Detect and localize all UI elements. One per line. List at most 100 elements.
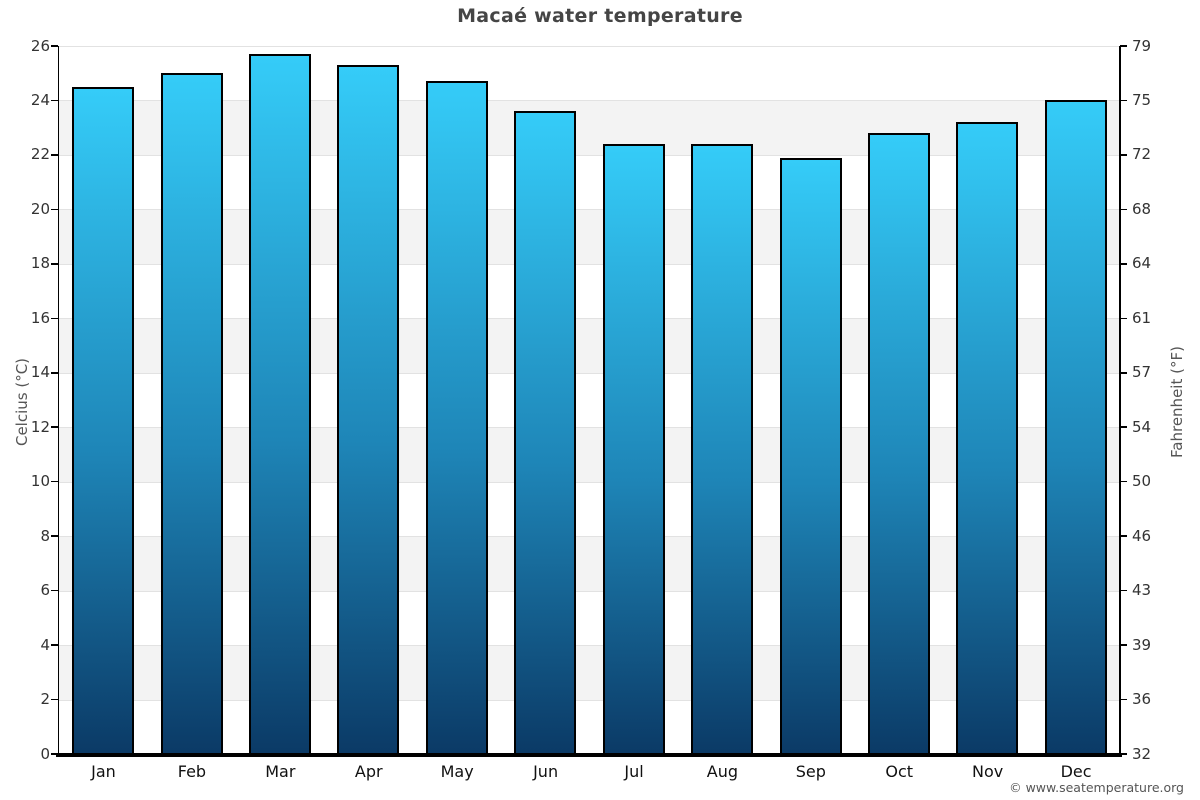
bar-apr[interactable] <box>337 65 400 754</box>
fahrenheit-tick-mark <box>1120 644 1127 646</box>
fahrenheit-tick-mark <box>1120 753 1127 755</box>
fahrenheit-tick-mark <box>1120 317 1127 320</box>
fahrenheit-tick-mark <box>1120 154 1127 156</box>
fahrenheit-tick-mark <box>1120 45 1127 47</box>
gridline <box>59 263 1120 265</box>
bar-sep[interactable] <box>779 157 842 754</box>
background-band <box>59 318 1120 373</box>
celsius-tick-label: 24 <box>30 90 50 109</box>
bar-nov[interactable] <box>956 122 1019 754</box>
bar-jun[interactable] <box>514 111 577 754</box>
celsius-tick-label: 0 <box>40 744 50 763</box>
left-axis-title: Celcius (°C) <box>13 357 31 447</box>
background-band <box>59 372 1120 428</box>
fahrenheit-tick-label: 43 <box>1132 581 1152 600</box>
copyright-text: © www.seatemperature.org <box>1009 780 1184 795</box>
fahrenheit-tick-label: 39 <box>1132 635 1152 654</box>
fahrenheit-tick-label: 50 <box>1132 472 1152 491</box>
fahrenheit-tick-mark <box>1120 208 1127 211</box>
background-band <box>59 46 1120 101</box>
x-label-mar: Mar <box>265 762 296 781</box>
x-label-dec: Dec <box>1060 762 1092 781</box>
x-label-oct: Oct <box>885 762 914 781</box>
celsius-tick-label: 22 <box>30 145 50 164</box>
celsius-tick-label: 6 <box>40 581 50 600</box>
celsius-tick-mark <box>51 99 58 102</box>
fahrenheit-tick-label: 75 <box>1132 90 1152 109</box>
fahrenheit-tick-label: 68 <box>1132 199 1152 218</box>
gridline <box>59 372 1120 374</box>
celsius-tick-label: 20 <box>30 199 50 218</box>
celsius-tick-mark <box>51 372 58 374</box>
bar-oct[interactable] <box>867 133 930 754</box>
fahrenheit-tick-mark <box>1120 535 1127 537</box>
celsius-tick-label: 14 <box>30 363 50 382</box>
bar-aug[interactable] <box>691 144 754 754</box>
bar-dec[interactable] <box>1044 100 1107 754</box>
celsius-tick-label: 26 <box>30 36 50 55</box>
celsius-tick-mark <box>51 317 58 320</box>
right-axis-title: Fahrenheit (°F) <box>1168 346 1186 458</box>
celsius-tick-label: 8 <box>40 526 50 545</box>
fahrenheit-tick-mark <box>1120 589 1127 592</box>
fahrenheit-tick-label: 79 <box>1132 36 1152 55</box>
background-band <box>59 100 1120 155</box>
bar-mar[interactable] <box>249 54 312 754</box>
fahrenheit-tick-mark <box>1120 480 1127 483</box>
fahrenheit-tick-mark <box>1120 372 1127 374</box>
celsius-tick-label: 4 <box>40 635 50 654</box>
fahrenheit-tick-label: 54 <box>1132 417 1152 436</box>
gridline <box>59 154 1120 156</box>
fahrenheit-tick-label: 46 <box>1132 526 1152 545</box>
gridline <box>59 100 1120 102</box>
bar-feb[interactable] <box>160 73 223 754</box>
celsius-tick-mark <box>51 45 58 47</box>
background-band <box>59 263 1120 319</box>
celsius-tick-mark <box>51 753 58 755</box>
fahrenheit-tick-label: 64 <box>1132 254 1152 273</box>
gridline <box>59 481 1120 483</box>
x-label-may: May <box>440 762 474 781</box>
celsius-tick-label: 10 <box>30 472 50 491</box>
gridline <box>59 427 1120 429</box>
background-band <box>59 699 1120 754</box>
celsius-tick-mark <box>51 698 58 701</box>
chart-title: Macaé water temperature <box>457 5 743 27</box>
gridline <box>59 318 1120 320</box>
x-label-sep: Sep <box>795 762 826 781</box>
bar-jan[interactable] <box>72 86 135 754</box>
celsius-tick-mark <box>51 535 58 537</box>
celsius-tick-label: 2 <box>40 690 50 709</box>
fahrenheit-tick-mark <box>1120 698 1127 701</box>
celsius-tick-mark <box>51 154 58 156</box>
fahrenheit-tick-label: 36 <box>1132 690 1152 709</box>
fahrenheit-tick-label: 32 <box>1132 744 1152 763</box>
celsius-tick-mark <box>51 426 58 428</box>
background-band <box>59 154 1120 210</box>
celsius-tick-mark <box>51 208 58 211</box>
plot-area <box>59 46 1120 754</box>
gridline <box>59 699 1120 701</box>
background-band <box>59 209 1120 264</box>
background-band <box>59 645 1120 700</box>
fahrenheit-tick-mark <box>1120 99 1127 102</box>
bar-may[interactable] <box>425 81 488 754</box>
celsius-tick-mark <box>51 480 58 483</box>
background-band <box>59 481 1120 537</box>
x-label-feb: Feb <box>177 762 207 781</box>
gridline <box>59 645 1120 647</box>
fahrenheit-tick-label: 72 <box>1132 145 1152 164</box>
x-label-jan: Jan <box>91 762 116 781</box>
gridline <box>59 46 1120 47</box>
fahrenheit-tick-mark <box>1120 263 1127 265</box>
bottom-axis-line <box>56 753 1122 757</box>
celsius-tick-mark <box>51 263 58 265</box>
fahrenheit-tick-label: 61 <box>1132 308 1152 327</box>
gridline <box>59 209 1120 211</box>
bar-jul[interactable] <box>602 144 665 754</box>
celsius-tick-mark <box>51 644 58 646</box>
x-label-jun: Jun <box>533 762 559 781</box>
celsius-tick-mark <box>51 589 58 592</box>
x-label-aug: Aug <box>706 762 739 781</box>
